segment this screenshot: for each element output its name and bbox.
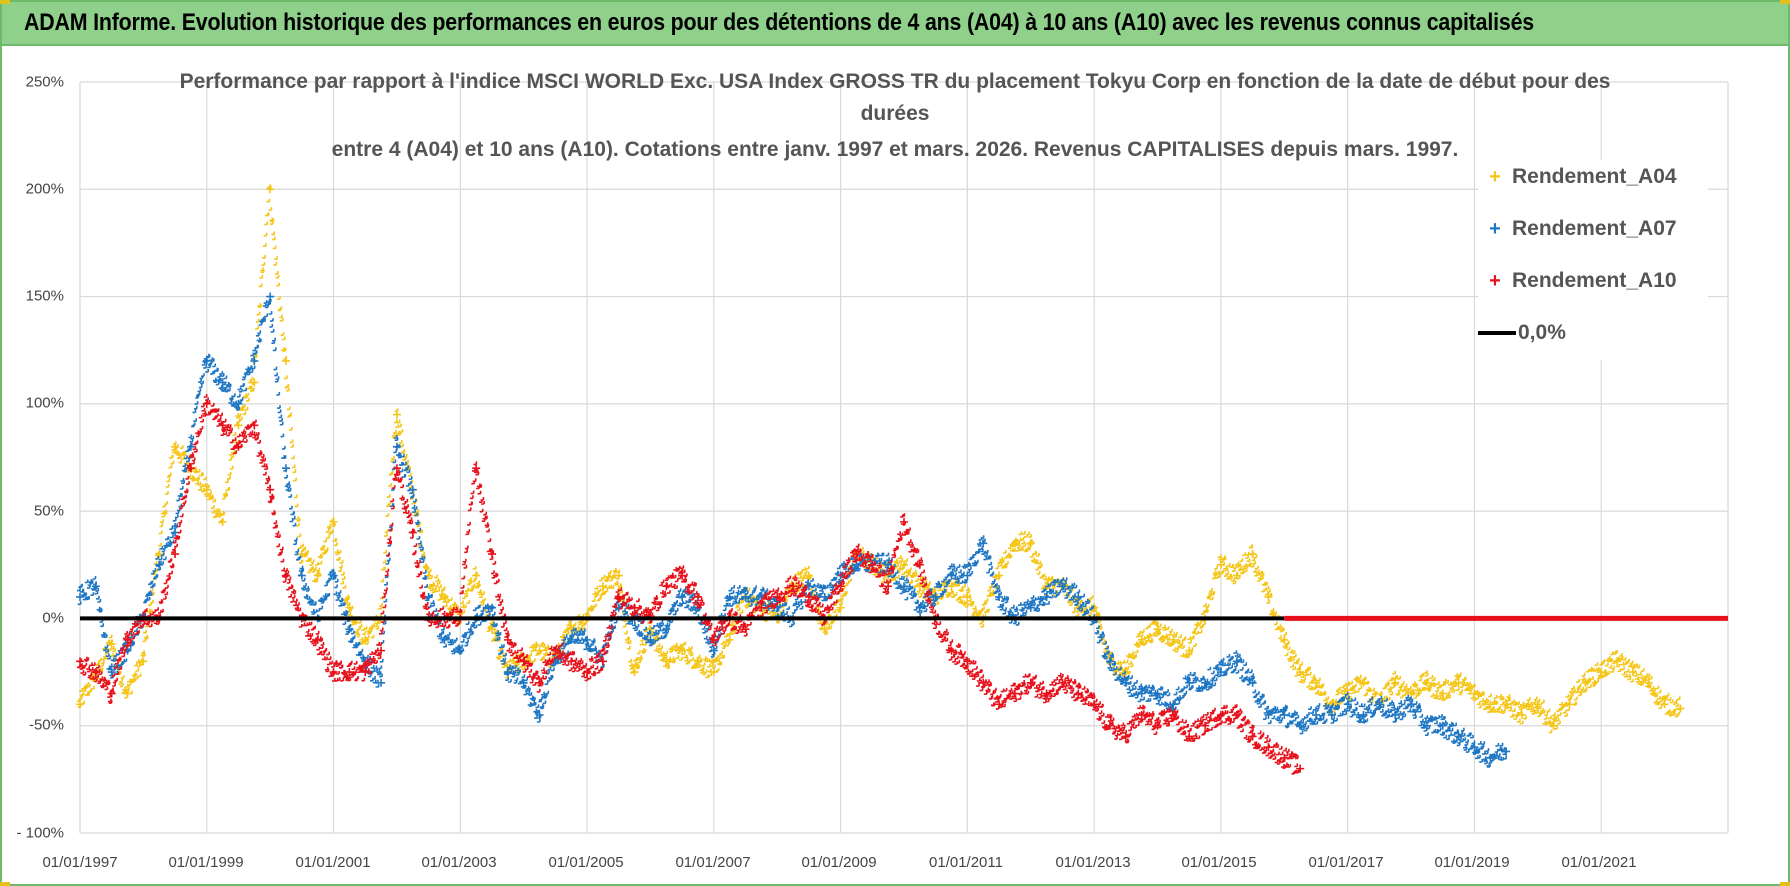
x-tick-label: 01/01/2001 — [295, 854, 371, 871]
data-point — [709, 668, 718, 677]
legend-label: Rendement_A10 — [1512, 269, 1677, 292]
legend-line-icon — [1478, 331, 1516, 335]
x-tick-label: 01/01/2013 — [1055, 854, 1131, 871]
chart-title-line-3: entre 4 (A04) et 10 ans (A10). Cotations… — [331, 138, 1459, 161]
corner-accent — [0, 882, 10, 886]
series-Rendement_A10 — [76, 394, 1305, 775]
data-point — [472, 464, 481, 473]
legend-label: 0,0% — [1518, 321, 1566, 344]
x-tick-label: 01/01/2019 — [1434, 854, 1510, 871]
x-tick-label: 01/01/2017 — [1308, 854, 1384, 871]
chart-title-line-1: Performance par rapport à l'indice MSCI … — [179, 70, 1611, 93]
data-point — [186, 442, 195, 451]
data-point — [76, 592, 84, 601]
x-tick-label: 01/01/2009 — [801, 854, 877, 871]
corner-accent — [1780, 882, 1790, 886]
legend-item-a07: + Rendement_A07 — [1478, 212, 1677, 246]
page-title: ADAM Informe. Evolution historique des p… — [24, 9, 1535, 36]
y-tick-label: -50% — [28, 716, 64, 734]
data-point — [392, 464, 401, 473]
x-tick-label: 01/01/2003 — [421, 854, 497, 871]
series-Rendement_A07 — [76, 292, 1511, 768]
legend-marker-plus-icon: + — [1489, 166, 1501, 188]
x-tick-label: 01/01/2011 — [929, 854, 1003, 871]
data-point — [598, 657, 607, 666]
x-tick-label: 01/01/1997 — [42, 854, 118, 871]
corner-accent — [1780, 0, 1790, 4]
legend-item-zero-line: 0,0% — [1478, 316, 1566, 350]
legend-item-a10: + Rendement_A10 — [1478, 264, 1677, 298]
data-point-cloud — [77, 298, 1507, 768]
y-tick-label: 250% — [25, 73, 64, 91]
corner-accent — [0, 0, 10, 4]
legend-marker-plus-icon: + — [1489, 218, 1501, 240]
data-point — [1074, 689, 1083, 698]
chart-title-line-2: durées — [860, 102, 930, 125]
legend-marker-plus-icon: + — [1489, 270, 1501, 292]
y-tick-label: 200% — [25, 180, 64, 198]
chart-legend: + Rendement_A04 + Rendement_A07 + Rendem… — [1478, 160, 1708, 360]
y-tick-label: 50% — [33, 502, 64, 520]
y-tick-label: - 100% — [16, 824, 64, 842]
x-tick-label: 01/01/1999 — [168, 854, 244, 871]
x-tick-label: 01/01/2015 — [1181, 854, 1257, 871]
x-tick-label: 01/01/2005 — [548, 854, 624, 871]
x-tick-label: 01/01/2021 — [1561, 854, 1637, 871]
y-tick-label: 0% — [42, 609, 64, 627]
x-tick-label: 01/01/2007 — [675, 854, 751, 871]
y-tick-label: 150% — [25, 287, 64, 305]
data-point-cloud — [77, 394, 1301, 775]
y-tick-label: 100% — [25, 394, 64, 412]
page-header: ADAM Informe. Evolution historique des p… — [2, 2, 1788, 46]
legend-label: Rendement_A04 — [1512, 165, 1677, 188]
legend-item-a04: + Rendement_A04 — [1478, 160, 1677, 194]
legend-label: Rendement_A07 — [1512, 217, 1677, 240]
